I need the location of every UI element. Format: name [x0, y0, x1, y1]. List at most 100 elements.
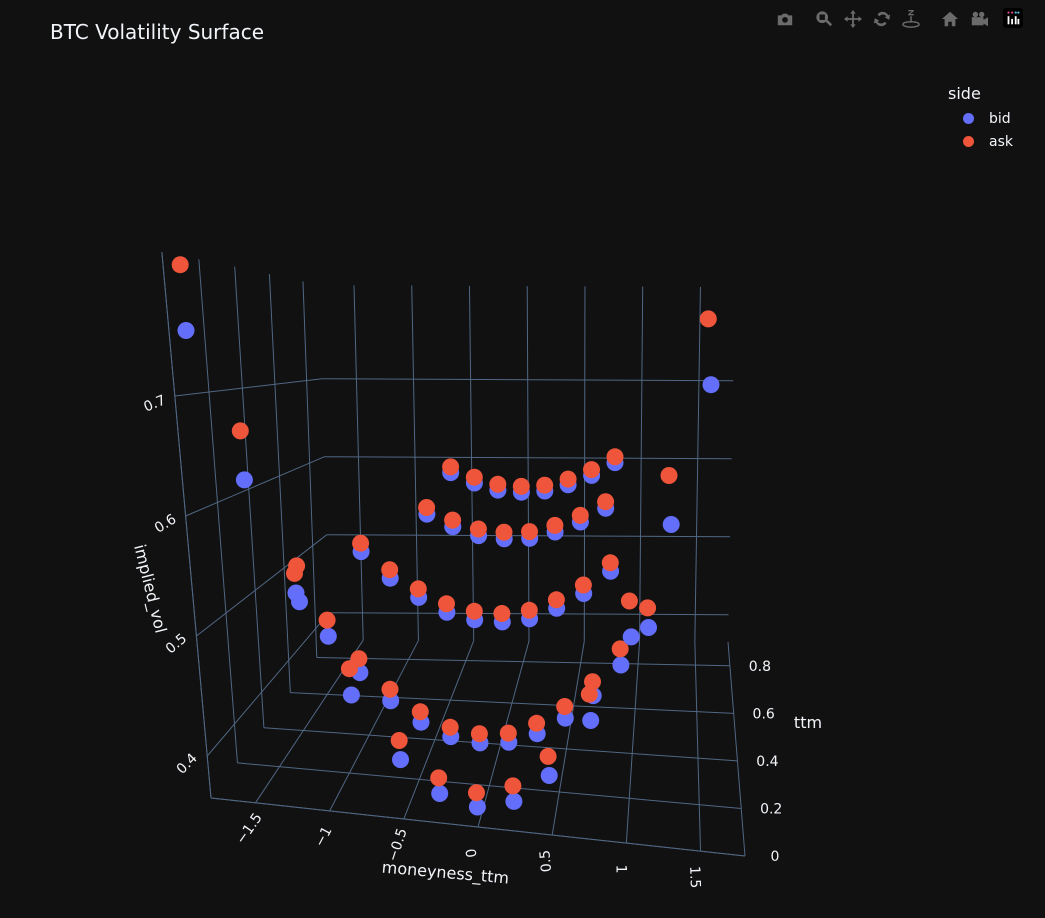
x-tick-label: 1.5 [686, 866, 703, 889]
x-axis-line [210, 797, 746, 857]
point-ask[interactable] [465, 602, 483, 620]
floor-gridline-ttm [290, 692, 734, 714]
point-bid[interactable] [662, 516, 680, 533]
point-ask[interactable] [546, 516, 564, 534]
download-png-button[interactable] [772, 8, 797, 30]
point-ask[interactable] [606, 448, 624, 466]
point-ask[interactable] [556, 698, 574, 715]
point-ask[interactable] [597, 493, 615, 511]
point-ask[interactable] [489, 475, 507, 493]
point-ask[interactable] [547, 591, 565, 609]
point-ask[interactable] [539, 747, 557, 765]
point-ask[interactable] [504, 777, 522, 795]
floor-gridline-x [329, 640, 419, 812]
point-ask[interactable] [288, 557, 306, 575]
point-ask[interactable] [611, 640, 629, 658]
point-ask[interactable] [318, 611, 336, 629]
point-ask[interactable] [639, 599, 657, 617]
point-ask[interactable] [231, 422, 249, 440]
point-bid[interactable] [582, 712, 600, 729]
point-bid[interactable] [291, 593, 308, 611]
point-ask[interactable] [699, 310, 717, 328]
legend: side bid ask [948, 84, 1013, 153]
point-ask[interactable] [521, 523, 538, 541]
point-ask[interactable] [444, 511, 462, 529]
pan-icon [843, 10, 862, 28]
point-ask[interactable] [660, 467, 678, 484]
left-wall-gridline-vol [185, 456, 325, 517]
left-wall-gridline-ttm [268, 274, 291, 693]
point-ask[interactable] [512, 477, 530, 495]
point-ask[interactable] [418, 499, 436, 516]
reset-camera-last-save-button[interactable] [966, 8, 991, 30]
point-ask[interactable] [574, 576, 592, 594]
left-wall-gridline-vol [206, 612, 330, 757]
point-bid[interactable] [540, 767, 558, 784]
point-ask[interactable] [528, 714, 546, 732]
point-ask[interactable] [430, 769, 448, 787]
point-ask[interactable] [442, 458, 460, 476]
point-ask[interactable] [571, 506, 589, 524]
point-bid[interactable] [235, 471, 253, 489]
point-ask[interactable] [559, 470, 577, 488]
vol-axis-line [161, 251, 212, 799]
point-ask[interactable] [468, 784, 485, 802]
point-bid[interactable] [640, 619, 657, 636]
point-ask[interactable] [381, 561, 399, 579]
point-ask[interactable] [470, 725, 488, 743]
turntable-rotation-button[interactable] [898, 8, 923, 30]
point-ask[interactable] [493, 605, 511, 622]
legend-item-ask[interactable]: ask [948, 130, 1013, 153]
point-ask[interactable] [620, 592, 638, 610]
point-bid[interactable] [392, 751, 409, 769]
point-bid[interactable] [622, 628, 640, 646]
floor-gridline-x [625, 641, 641, 844]
point-ask[interactable] [390, 732, 408, 749]
point-bid[interactable] [702, 376, 720, 394]
point-ask[interactable] [601, 554, 619, 572]
point-ask[interactable] [438, 595, 455, 613]
point-ask[interactable] [495, 523, 513, 541]
point-bid[interactable] [612, 656, 630, 674]
point-ask[interactable] [411, 703, 429, 721]
point-bid[interactable] [177, 322, 195, 339]
left-wall-gridline-ttm [198, 259, 238, 763]
legend-item-bid[interactable]: bid [948, 107, 1013, 130]
point-bid[interactable] [319, 627, 337, 645]
home-icon [941, 11, 958, 27]
ttm-tick-label: 0.6 [753, 706, 775, 722]
point-ask[interactable] [580, 685, 598, 703]
point-ask[interactable] [171, 256, 189, 274]
point-bid[interactable] [468, 798, 486, 816]
floor-gridline-ttm [316, 657, 730, 667]
point-bid[interactable] [505, 792, 523, 810]
vol-tick-label: 0.4 [174, 750, 201, 777]
point-ask[interactable] [520, 601, 538, 619]
point-ask[interactable] [536, 476, 554, 494]
legend-title: side [948, 84, 981, 103]
vol-tick-label: 0.7 [142, 392, 169, 415]
point-ask[interactable] [441, 718, 459, 736]
x-tick-label: 1 [612, 865, 628, 874]
point-bid[interactable] [342, 686, 360, 704]
ttm-tick-label: 0.2 [760, 801, 782, 817]
point-ask[interactable] [469, 520, 487, 538]
x-tick-label: 0 [463, 847, 480, 858]
orbit-icon [873, 11, 890, 27]
left-wall-gridline-vol [174, 378, 323, 397]
left-wall-gridline-ttm [302, 281, 318, 658]
pan-button[interactable] [840, 8, 865, 30]
point-ask[interactable] [352, 534, 370, 552]
point-ask[interactable] [409, 580, 427, 598]
point-ask[interactable] [583, 461, 600, 479]
reset-camera-default-button[interactable] [937, 8, 962, 30]
point-ask[interactable] [381, 680, 399, 698]
point-ask[interactable] [340, 660, 358, 678]
point-bid[interactable] [431, 785, 449, 802]
zoom-button[interactable] [811, 8, 836, 30]
point-ask[interactable] [465, 468, 483, 486]
point-ask[interactable] [499, 724, 517, 742]
orbit-rotation-button[interactable] [869, 8, 894, 30]
plotly-logo-link[interactable] [1003, 8, 1023, 28]
